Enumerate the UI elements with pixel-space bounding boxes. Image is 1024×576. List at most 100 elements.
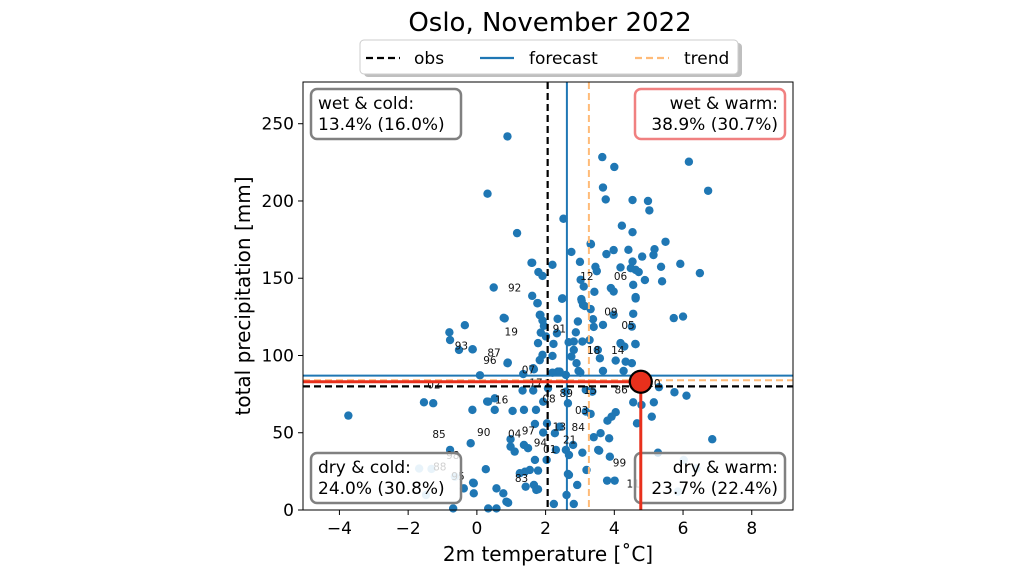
data-point (529, 363, 538, 373)
data-point (598, 366, 608, 376)
x-axis-ticks: −4 −2 0 2 4 6 8 (327, 510, 757, 539)
data-point (468, 345, 477, 354)
data-point (627, 322, 637, 331)
data-point (575, 257, 585, 267)
y-axis-label: total precipitation [mm] (231, 176, 255, 415)
year-label: 08 (542, 394, 555, 406)
quadrant-box-wet-cold: wet & cold:13.4% (16.0%) (309, 87, 463, 141)
data-point (640, 275, 650, 285)
data-point (634, 267, 643, 277)
data-point (469, 479, 478, 488)
data-point (538, 428, 548, 437)
data-point (429, 399, 438, 408)
data-point (533, 338, 543, 348)
data-point (569, 499, 578, 509)
data-point (492, 484, 501, 493)
quadrant-value: 24.0% (30.8%) (318, 479, 445, 499)
data-point (445, 328, 454, 337)
data-point (557, 294, 567, 303)
x-tick-label: 8 (746, 519, 757, 539)
data-point (569, 337, 578, 346)
data-point (610, 476, 619, 485)
data-point (610, 162, 619, 172)
data-point (628, 257, 637, 266)
data-point (602, 249, 611, 259)
x-axis-label: 2m temperature [˚C] (443, 542, 653, 566)
data-point (656, 262, 666, 271)
data-point (489, 283, 498, 292)
highlight-layer (303, 369, 653, 510)
year-label: 85 (432, 429, 445, 441)
data-point (521, 482, 530, 491)
x-tick-label: −2 (396, 519, 421, 539)
data-point (616, 263, 625, 272)
data-point (530, 455, 540, 465)
data-point (588, 387, 597, 396)
data-point (492, 504, 501, 513)
data-point (590, 287, 599, 297)
data-point (669, 313, 678, 323)
data-point (598, 152, 607, 162)
data-point (643, 196, 653, 206)
data-point (605, 452, 615, 461)
data-point (499, 489, 508, 498)
year-label: 21 (563, 435, 576, 447)
data-point (555, 367, 564, 376)
data-point (529, 386, 538, 395)
data-point (533, 298, 542, 308)
data-point (533, 466, 543, 475)
year-label: 86 (615, 384, 629, 396)
data-point (536, 310, 545, 320)
data-point (484, 504, 493, 513)
data-point (578, 300, 588, 310)
data-point (598, 320, 608, 330)
data-point (629, 398, 638, 407)
data-point (598, 183, 608, 192)
data-point (539, 321, 549, 331)
legend: obs forecast trend (359, 39, 742, 77)
year-label: 89 (560, 388, 573, 400)
data-point (533, 485, 543, 494)
data-point (645, 206, 654, 215)
data-point (616, 338, 625, 348)
data-point (573, 480, 582, 490)
data-point (631, 340, 640, 349)
data-point (503, 498, 513, 507)
quadrant-value: 13.4% (16.0%) (318, 115, 445, 135)
data-point (563, 399, 573, 408)
data-point (649, 398, 659, 407)
data-point (508, 406, 517, 416)
y-tick-label: 250 (262, 115, 294, 135)
data-point (344, 411, 353, 420)
year-label: 05 (621, 320, 634, 332)
data-point (468, 405, 477, 415)
data-point (551, 445, 561, 455)
data-point (601, 195, 610, 204)
y-tick-label: 0 (283, 501, 294, 521)
legend-obs-label: obs (414, 49, 444, 69)
data-point (541, 332, 551, 341)
data-point (548, 260, 557, 269)
year-label: 93 (455, 340, 468, 352)
data-point (617, 221, 627, 230)
x-tick-label: 0 (471, 519, 482, 539)
year-label: 15 (584, 385, 597, 397)
data-point (527, 258, 537, 267)
data-point (419, 398, 429, 407)
year-label: 84 (572, 422, 586, 434)
year-label: 01 (543, 444, 556, 456)
y-tick-label: 150 (262, 269, 294, 289)
data-point (484, 397, 493, 406)
year-label: 07 (522, 364, 535, 376)
reference-lines-layer (303, 82, 793, 510)
data-point (515, 469, 525, 478)
data-point (454, 345, 464, 355)
chart-title: Oslo, November 2022 (408, 8, 691, 38)
highlight-marker (628, 369, 653, 394)
data-point (631, 294, 640, 303)
x-tick-label: −4 (327, 519, 352, 539)
data-point (670, 388, 679, 397)
year-label: 96 (483, 355, 497, 367)
data-point (593, 345, 603, 355)
